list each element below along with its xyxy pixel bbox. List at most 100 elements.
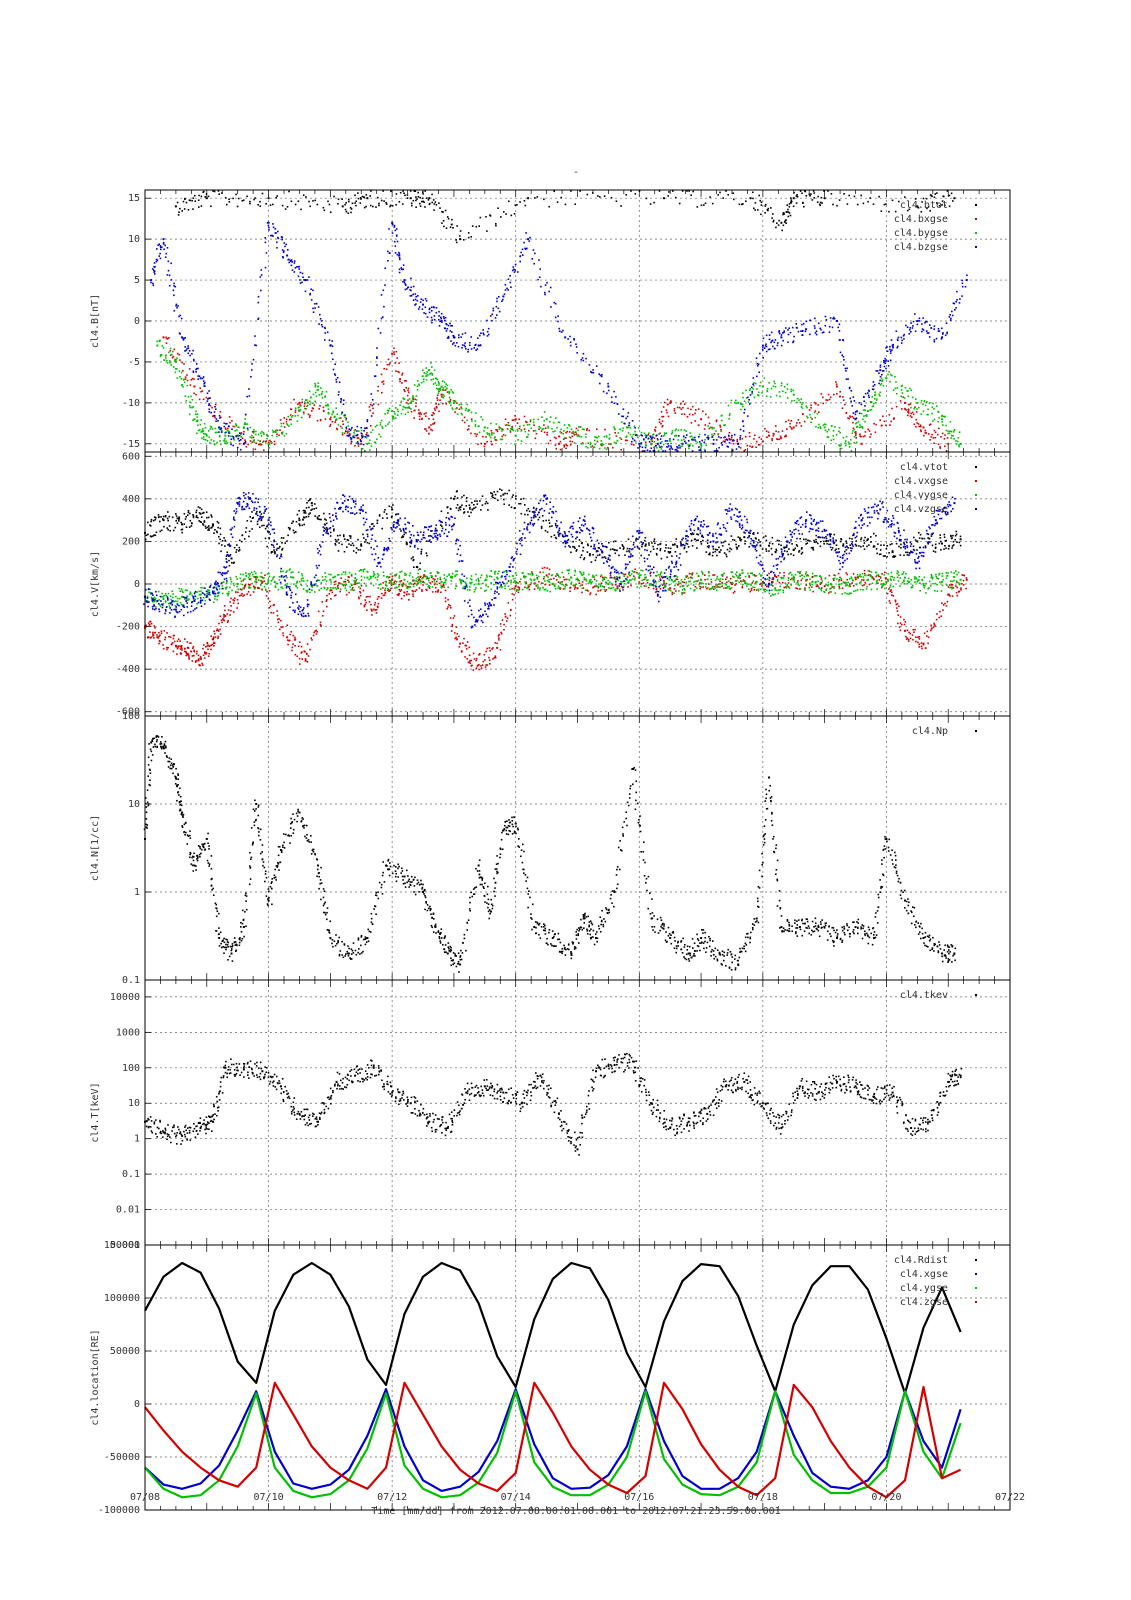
data-point xyxy=(888,210,890,213)
data-point xyxy=(812,190,815,192)
data-point xyxy=(768,338,771,341)
data-point xyxy=(872,546,875,548)
data-point xyxy=(218,435,221,438)
data-point xyxy=(158,639,161,642)
data-point xyxy=(543,198,545,201)
data-point xyxy=(284,542,286,544)
data-point xyxy=(681,413,683,415)
data-point xyxy=(958,431,961,433)
data-point xyxy=(251,441,253,443)
data-point xyxy=(486,432,488,434)
data-point xyxy=(487,327,490,330)
data-point xyxy=(464,342,466,344)
data-point xyxy=(404,283,406,285)
data-point xyxy=(517,271,519,273)
data-point xyxy=(430,379,433,381)
data-point xyxy=(925,197,928,200)
data-point xyxy=(932,550,935,552)
data-point xyxy=(241,592,243,595)
data-point xyxy=(744,408,746,411)
data-point xyxy=(920,425,922,428)
data-point xyxy=(607,447,609,449)
data-point xyxy=(244,441,247,443)
data-point xyxy=(185,652,188,654)
data-point xyxy=(356,437,359,439)
data-point xyxy=(935,337,938,340)
data-point xyxy=(631,436,633,438)
data-point xyxy=(288,425,290,427)
data-point xyxy=(224,428,227,430)
data-point xyxy=(924,321,927,323)
data-point xyxy=(692,444,694,447)
data-point xyxy=(157,516,160,519)
data-point xyxy=(714,550,717,553)
data-point xyxy=(670,400,672,402)
data-point xyxy=(927,408,929,411)
data-point xyxy=(465,407,467,410)
data-point xyxy=(808,540,811,542)
data-point xyxy=(857,420,860,423)
data-point xyxy=(349,436,352,439)
data-point xyxy=(208,529,210,531)
data-point xyxy=(283,435,286,437)
data-point xyxy=(688,190,690,192)
data-point xyxy=(420,552,422,555)
data-point xyxy=(719,191,721,194)
data-point xyxy=(224,442,226,444)
data-point xyxy=(153,262,156,264)
data-point xyxy=(513,268,515,271)
data-point xyxy=(406,197,409,199)
data-point xyxy=(297,200,300,202)
data-point xyxy=(627,426,630,429)
data-point xyxy=(198,398,201,401)
data-point xyxy=(879,366,882,368)
data-point xyxy=(879,379,881,382)
data-point xyxy=(381,527,383,530)
data-point xyxy=(456,407,458,409)
data-point xyxy=(959,298,961,300)
data-point xyxy=(300,405,302,407)
data-point xyxy=(414,298,417,301)
data-point xyxy=(398,255,400,257)
data-point xyxy=(788,327,790,329)
data-point xyxy=(628,422,631,424)
data-point xyxy=(298,265,300,268)
data-point xyxy=(545,574,548,577)
data-point xyxy=(898,200,900,203)
data-point xyxy=(275,431,277,433)
data-point xyxy=(398,253,401,255)
data-point xyxy=(265,252,268,254)
data-point xyxy=(888,414,891,416)
data-point xyxy=(537,278,539,281)
data-point xyxy=(178,332,181,334)
data-point xyxy=(568,425,571,427)
data-point xyxy=(438,202,440,204)
data-point xyxy=(697,533,700,536)
data-point xyxy=(808,193,811,196)
data-point xyxy=(203,521,206,523)
data-point xyxy=(197,429,200,432)
data-point xyxy=(321,320,323,322)
data-point xyxy=(178,353,181,356)
data-point xyxy=(720,430,722,433)
data-point xyxy=(845,378,848,380)
data-point xyxy=(388,582,391,584)
data-point xyxy=(438,310,440,313)
data-point xyxy=(240,436,242,438)
data-point xyxy=(486,427,489,429)
data-point xyxy=(298,519,301,522)
data-point xyxy=(169,636,172,638)
data-point xyxy=(819,545,822,548)
data-point xyxy=(402,582,405,585)
data-point xyxy=(575,427,578,430)
data-point xyxy=(422,375,424,377)
data-point xyxy=(523,200,526,202)
data-point xyxy=(833,541,836,544)
data-point xyxy=(243,430,245,433)
data-point xyxy=(820,328,822,331)
data-point xyxy=(855,417,858,419)
data-point xyxy=(298,523,301,526)
data-point xyxy=(474,420,477,422)
data-point xyxy=(458,403,461,406)
data-point xyxy=(226,422,228,425)
